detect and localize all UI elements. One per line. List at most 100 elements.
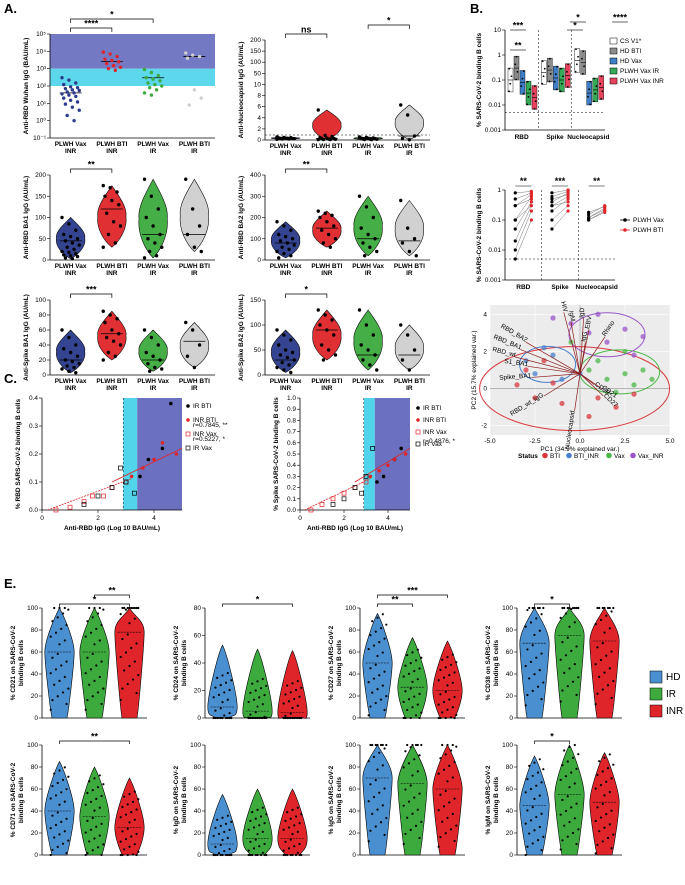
data-point (130, 835, 133, 838)
data-point (51, 620, 54, 623)
data-point (106, 232, 111, 237)
y-tick-label: 40 (506, 671, 514, 678)
data-point (605, 813, 608, 816)
data-point (568, 820, 571, 824)
data-point (256, 705, 259, 708)
y-tick-label: 80 (349, 627, 357, 634)
data-point (439, 668, 442, 672)
y-tick-label: 10⁵ (36, 31, 46, 38)
y-tick-label: 4 (257, 115, 261, 122)
data-point (81, 499, 87, 504)
data-point (566, 685, 569, 688)
data-point (142, 256, 147, 260)
data-point (583, 65, 585, 68)
data-point (133, 617, 136, 620)
significance-label: * (550, 595, 554, 605)
data-point (402, 700, 405, 704)
data-point (282, 828, 285, 831)
data-point (378, 674, 381, 677)
correlation-annotation: r=0.4876, * (423, 438, 455, 445)
x-axis-label: PC1 (34.9% explained var.) (540, 446, 619, 453)
data-point (275, 249, 279, 254)
y-axis-label: % IgD on SARS-CoV-2 (173, 765, 180, 834)
data-point (212, 716, 215, 720)
legend-swatch (609, 57, 618, 65)
data-point (418, 716, 421, 720)
violin-3 (179, 322, 209, 368)
x-tick-label: 0 (298, 515, 302, 522)
data-point (411, 680, 414, 683)
data-point (383, 747, 386, 750)
significance-label: * (93, 595, 97, 605)
data-point (249, 819, 252, 823)
data-point (49, 708, 52, 711)
data-point (526, 103, 529, 106)
x-tick-label: -5.0 (484, 438, 496, 445)
data-point (330, 496, 336, 502)
y-axis-label: binding B cells (336, 777, 343, 824)
data-point (594, 663, 597, 666)
legend-label: IR BTI (423, 405, 442, 412)
data-point (599, 618, 603, 622)
y-tick-label: 0.4 (29, 395, 38, 402)
data-point-bti (603, 204, 607, 209)
data-point (65, 364, 69, 368)
data-point (416, 808, 419, 811)
data-point (84, 831, 87, 834)
data-point (192, 245, 197, 249)
data-point (280, 137, 284, 141)
x-tick-label: RBD (515, 134, 529, 141)
data-point (577, 676, 580, 679)
data-point (542, 606, 545, 610)
data-point (100, 794, 103, 798)
y-tick-label: 10² (37, 83, 47, 90)
y-tick-label: 0 (483, 386, 487, 393)
data-point (526, 80, 529, 83)
data-point (287, 363, 291, 367)
data-point (58, 679, 61, 682)
x-tick-label: PLWH Vax (352, 143, 384, 150)
data-point (61, 691, 65, 694)
y-tick-label: 60 (31, 786, 39, 793)
data-point (287, 716, 291, 720)
data-point (549, 72, 552, 75)
data-point (404, 832, 407, 836)
x-tick-label: PLWH Vax (55, 141, 87, 148)
data-point (74, 81, 78, 85)
data-point-vax (513, 239, 517, 243)
data-point (367, 681, 370, 684)
data-point (364, 323, 369, 327)
significance-label: ** (514, 41, 522, 51)
violin-0 (519, 607, 550, 719)
data-point (362, 254, 367, 258)
data-point (89, 668, 93, 671)
data-point (374, 743, 377, 747)
data-point (224, 822, 228, 825)
data-point (369, 137, 374, 142)
data-point (63, 830, 66, 833)
data-point (119, 698, 122, 701)
data-point-bti (529, 195, 534, 199)
data-point (103, 194, 107, 198)
data-point (84, 635, 87, 638)
data-point (226, 814, 229, 817)
data-point (98, 606, 101, 610)
data-point (564, 612, 568, 615)
data-point (96, 612, 100, 615)
data-point (402, 766, 405, 769)
data-point (612, 763, 615, 766)
pair-line (588, 209, 605, 218)
data-point (286, 684, 289, 687)
data-point (601, 770, 604, 773)
data-point (84, 708, 87, 711)
data-point (251, 811, 254, 814)
violin-2 (138, 329, 168, 372)
data-point (571, 680, 575, 683)
data-point (221, 674, 224, 677)
data-point (223, 714, 226, 717)
loading-label: IgD (579, 307, 587, 318)
data-point (548, 80, 551, 83)
legend-marker (186, 418, 190, 422)
data-point (256, 853, 259, 857)
x-tick-label: IR (191, 385, 198, 392)
